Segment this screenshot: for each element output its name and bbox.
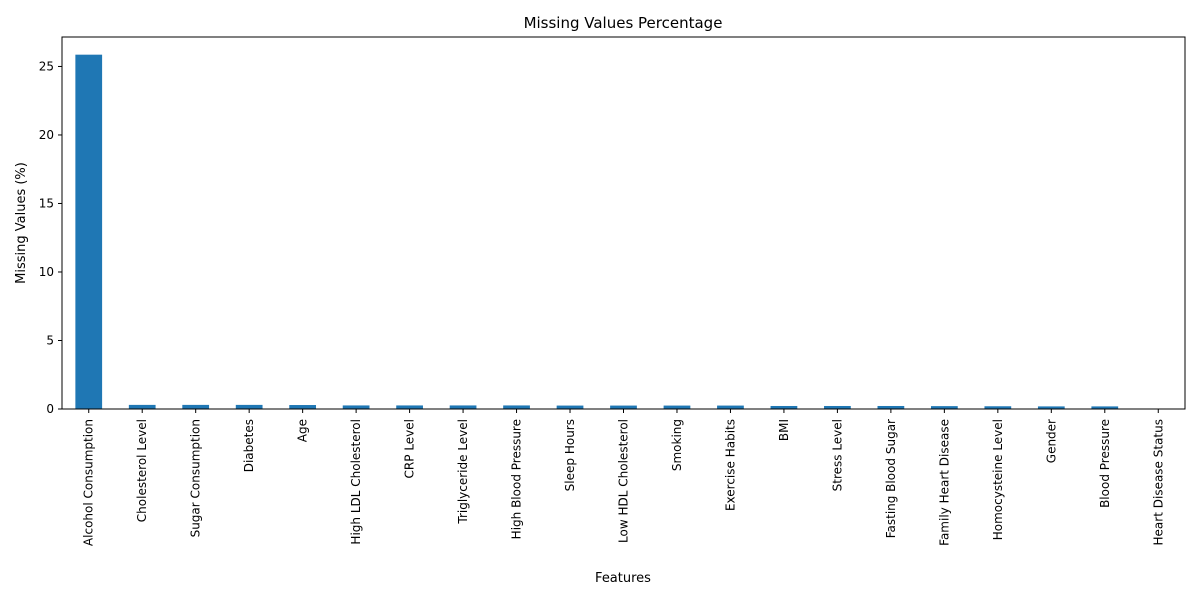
- y-tick-label: 0: [46, 402, 54, 416]
- x-tick-label: Sugar Consumption: [189, 419, 203, 537]
- bar-low-hdl-cholesterol: [610, 405, 637, 409]
- x-tick-label: Gender: [1044, 419, 1058, 463]
- bar-age: [289, 405, 317, 409]
- bar-sleep-hours: [556, 405, 584, 409]
- bar-exercise-habits: [717, 405, 744, 409]
- plot-frame: [61, 36, 1186, 410]
- bar-crp-level: [396, 405, 423, 409]
- bar-gender: [1037, 406, 1065, 409]
- bar-diabetes: [235, 404, 263, 409]
- x-tick-label: Cholesterol Level: [135, 419, 149, 522]
- bar-triglyceride-level: [449, 405, 477, 409]
- chart-title: Missing Values Percentage: [524, 14, 723, 32]
- x-tick-label: Alcohol Consumption: [82, 419, 96, 546]
- x-tick-label: Homocysteine Level: [991, 419, 1005, 540]
- bar-bmi: [770, 405, 798, 409]
- y-axis-ticks: 0 5 10 15 20 25: [39, 59, 62, 416]
- bar-high-blood-pressure: [503, 405, 530, 409]
- x-tick-label: Age: [296, 419, 310, 442]
- bar-blood-pressure: [1091, 406, 1119, 409]
- y-tick-label: 5: [46, 333, 54, 347]
- bar-cholesterol-level: [128, 404, 156, 409]
- x-tick-label: Stress Level: [830, 419, 844, 491]
- x-tick-label: BMI: [777, 419, 791, 441]
- x-tick-label: Diabetes: [242, 419, 256, 472]
- x-tick-label: Blood Pressure: [1098, 419, 1112, 508]
- bar-homocysteine-level: [984, 406, 1012, 409]
- bar-fasting-blood-sugar: [877, 405, 905, 409]
- bar-family-heart-disease: [930, 406, 958, 409]
- x-tick-label: Low HDL Cholesterol: [617, 419, 631, 543]
- x-tick-label: Exercise Habits: [723, 419, 737, 511]
- y-tick-label: 25: [39, 59, 54, 73]
- y-tick-label: 20: [39, 128, 54, 142]
- bar-high-ldl-cholesterol: [342, 405, 370, 409]
- bar-smoking: [663, 405, 691, 409]
- bar-alcohol-consumption: [75, 54, 103, 409]
- x-tick-label: Fasting Blood Sugar: [884, 419, 898, 538]
- x-axis-ticks: Alcohol Consumption Cholesterol Level Suga…: [82, 409, 1165, 546]
- x-tick-label: CRP Level: [403, 419, 417, 478]
- y-tick-label: 15: [39, 196, 54, 210]
- bar-sugar-consumption: [182, 404, 210, 409]
- bars-group: [75, 54, 1119, 409]
- x-tick-label: High LDL Cholesterol: [349, 419, 363, 545]
- x-tick-label: High Blood Pressure: [510, 419, 524, 539]
- bar-stress-level: [824, 405, 851, 409]
- x-tick-label: Heart Disease Status: [1151, 419, 1165, 545]
- y-axis-label: Missing Values (%): [14, 162, 29, 284]
- x-tick-label: Sleep Hours: [563, 419, 577, 491]
- x-axis-label: Features: [595, 571, 651, 586]
- x-tick-label: Smoking: [670, 419, 684, 471]
- y-tick-label: 10: [39, 265, 54, 279]
- x-tick-label: Family Heart Disease: [937, 419, 951, 546]
- x-tick-label: Triglyceride Level: [456, 419, 470, 525]
